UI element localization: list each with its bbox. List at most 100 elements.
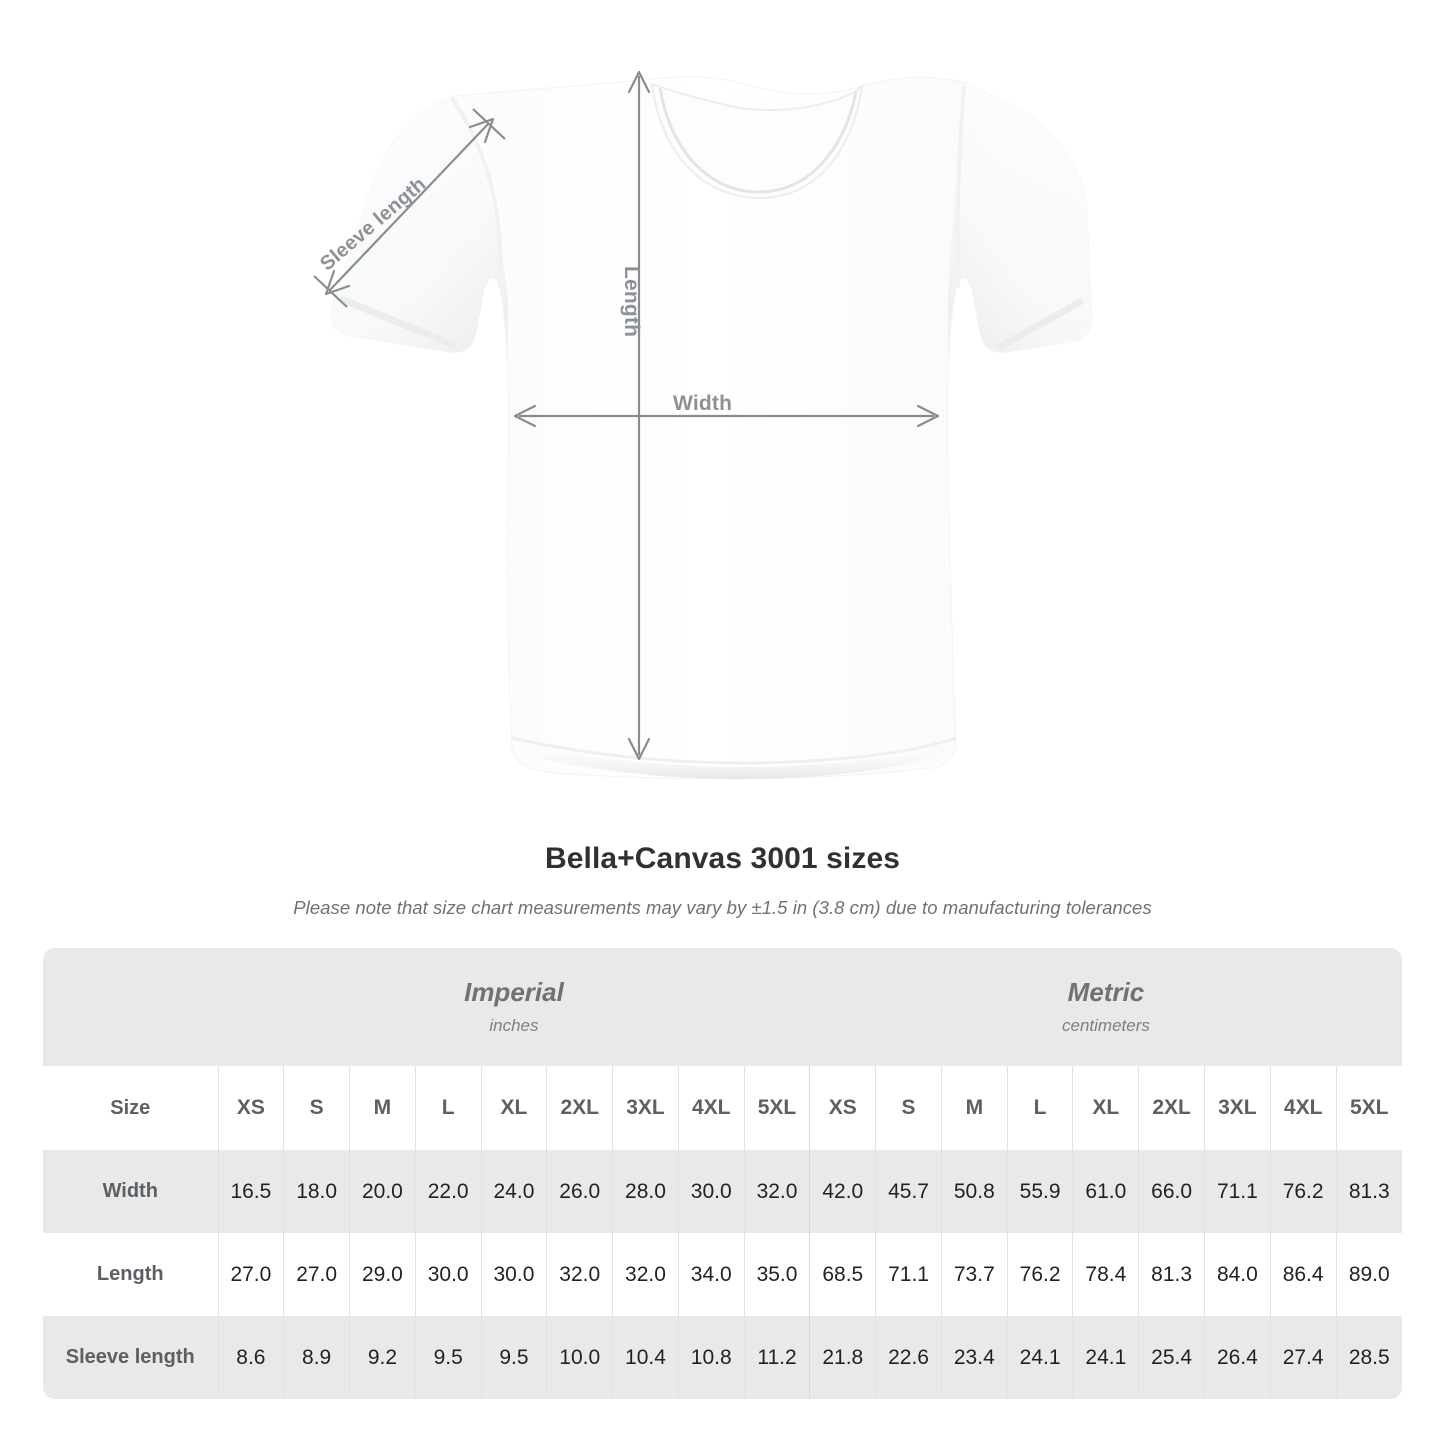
right-sleeve-shading [948, 82, 1092, 366]
unit-group-name: Imperial [464, 976, 564, 1007]
measurement-cell: 28.0 [612, 1150, 679, 1233]
shirt-silhouette [330, 76, 1093, 780]
left-sleeve-shading [330, 96, 508, 366]
dimension-annotations [313, 70, 940, 761]
table-row: Sleeve length 8.6 8.9 9.2 9.5 9.5 10.0 10.4 10.8… [43, 1316, 1402, 1399]
size-column-header: XL [480, 1066, 547, 1150]
size-column-header: M [349, 1066, 416, 1150]
size-header-label: Size [43, 1066, 218, 1150]
measurement-cell: 29.0 [349, 1233, 416, 1316]
measurement-cell: 22.6 [875, 1316, 942, 1399]
size-column-header: M [940, 1066, 1008, 1150]
measurement-cell: 71.1 [1204, 1150, 1271, 1233]
measurement-cell: 30.0 [677, 1150, 745, 1233]
size-column-header: 3XL [1204, 1066, 1271, 1150]
measurement-cell: 42.0 [809, 1150, 876, 1233]
bottom-hem [512, 742, 956, 779]
measurement-cell: 21.8 [809, 1316, 876, 1399]
size-column-header: 2XL [1138, 1066, 1205, 1150]
measurement-row-label: Sleeve length [43, 1316, 218, 1399]
measurement-cell: 68.5 [809, 1233, 876, 1316]
size-header-row: Size XS S M L XL 2XL 3XL 4XL 5XL XS S M L XL 2XL 3XL 4XL 5… [43, 1066, 1402, 1150]
measurement-cell: 16.5 [217, 1150, 284, 1233]
size-column-header: 3XL [612, 1066, 679, 1150]
measurement-cell: 81.3 [1335, 1150, 1402, 1233]
right-armhole-seam [955, 85, 966, 289]
measurement-cell: 8.9 [283, 1316, 350, 1399]
table-row: Width 16.5 18.0 20.0 22.0 24.0 26.0 28.0 30.0 32.… [43, 1150, 1402, 1233]
size-column-header: 2XL [546, 1066, 613, 1150]
measurement-cell: 86.4 [1269, 1233, 1337, 1316]
measurement-cell: 24.1 [1006, 1316, 1073, 1399]
size-table: Imperial inches Metric centimeters Size XS S M L… [43, 948, 1402, 1399]
measurement-cell: 76.2 [1006, 1233, 1073, 1316]
size-column-header: S [283, 1066, 350, 1150]
measurement-cell: 66.0 [1138, 1150, 1205, 1233]
measurement-cell: 20.0 [349, 1150, 416, 1233]
measurement-cell: 50.8 [940, 1150, 1008, 1233]
size-column-header: 5XL [743, 1066, 810, 1150]
unit-group-metric: Metric centimeters [809, 948, 1402, 1066]
hem-stitch [511, 736, 957, 765]
measurement-cell: 32.0 [743, 1150, 810, 1233]
unit-group-name: Metric [1067, 976, 1145, 1007]
measurement-cell: 26.0 [546, 1150, 613, 1233]
measurement-cell: 27.0 [283, 1233, 350, 1316]
measurement-cell: 10.4 [612, 1316, 679, 1399]
measurement-cell: 84.0 [1204, 1233, 1271, 1316]
measurement-cell: 34.0 [677, 1233, 745, 1316]
measurement-cell: 45.7 [875, 1150, 942, 1233]
measurement-cell: 9.5 [414, 1316, 482, 1399]
left-armhole-seam [450, 96, 503, 289]
measurement-cell: 25.4 [1138, 1316, 1205, 1399]
measurement-cell: 10.8 [677, 1316, 745, 1399]
measurement-cell: 28.5 [1335, 1316, 1402, 1399]
unit-row-corner [43, 948, 218, 1066]
measurement-cell: 23.4 [940, 1316, 1008, 1399]
page-title: Bella+Canvas 3001 sizes [544, 842, 901, 875]
measurement-cell: 26.4 [1204, 1316, 1271, 1399]
measurement-cell: 73.7 [940, 1233, 1008, 1316]
measurement-cell: 27.4 [1269, 1316, 1337, 1399]
size-column-header: L [1006, 1066, 1073, 1150]
size-table-wrapper: Imperial inches Metric centimeters Size XS S M L… [43, 948, 1402, 1399]
measurement-row-label: Length [43, 1233, 218, 1316]
measurement-cell: 11.2 [743, 1316, 810, 1399]
measurement-cell: 81.3 [1138, 1233, 1205, 1316]
size-column-header: XS [217, 1066, 284, 1150]
measurement-cell: 32.0 [612, 1233, 679, 1316]
measurement-cell: 8.6 [217, 1316, 284, 1399]
measurement-cell: 35.0 [743, 1233, 810, 1316]
chart-heading: Bella+Canvas 3001 sizes Please note that… [0, 842, 1445, 919]
measurement-cell: 24.1 [1072, 1316, 1139, 1399]
measurement-cell: 24.0 [480, 1150, 547, 1233]
unit-group-row: Imperial inches Metric centimeters [43, 948, 1402, 1066]
size-column-header: 5XL [1335, 1066, 1402, 1150]
measurement-cell: 89.0 [1335, 1233, 1402, 1316]
measurement-row-label: Width [43, 1150, 218, 1233]
size-column-header: 4XL [1269, 1066, 1337, 1150]
right-sleeve-hem [996, 298, 1084, 350]
measurement-cell: 61.0 [1072, 1150, 1139, 1233]
sleeve-length-dimension-arrow [313, 108, 506, 308]
measurement-cell: 30.0 [414, 1233, 482, 1316]
measurement-cell: 32.0 [546, 1233, 613, 1316]
size-column-header: L [414, 1066, 482, 1150]
garment-diagram: Width Length Sleeve length [313, 70, 1093, 780]
tshirt-illustration [313, 70, 1093, 780]
collar [650, 82, 864, 200]
measurement-cell: 78.4 [1072, 1233, 1139, 1316]
measurement-cell: 27.0 [217, 1233, 284, 1316]
measurement-cell: 10.0 [546, 1316, 613, 1399]
measurement-cell: 76.2 [1269, 1150, 1337, 1233]
measurement-cell: 55.9 [1006, 1150, 1073, 1233]
measurement-cell: 9.5 [480, 1316, 547, 1399]
unit-group-subtitle: inches [489, 1016, 539, 1036]
left-sleeve-hem [340, 296, 456, 348]
width-dimension-arrow [513, 404, 940, 428]
unit-group-subtitle: centimeters [1062, 1016, 1150, 1036]
measurement-cell: 18.0 [283, 1150, 350, 1233]
table-row: Length 27.0 27.0 29.0 30.0 30.0 32.0 32.0 34.0 35… [43, 1233, 1402, 1316]
measurement-cell: 9.2 [349, 1316, 416, 1399]
